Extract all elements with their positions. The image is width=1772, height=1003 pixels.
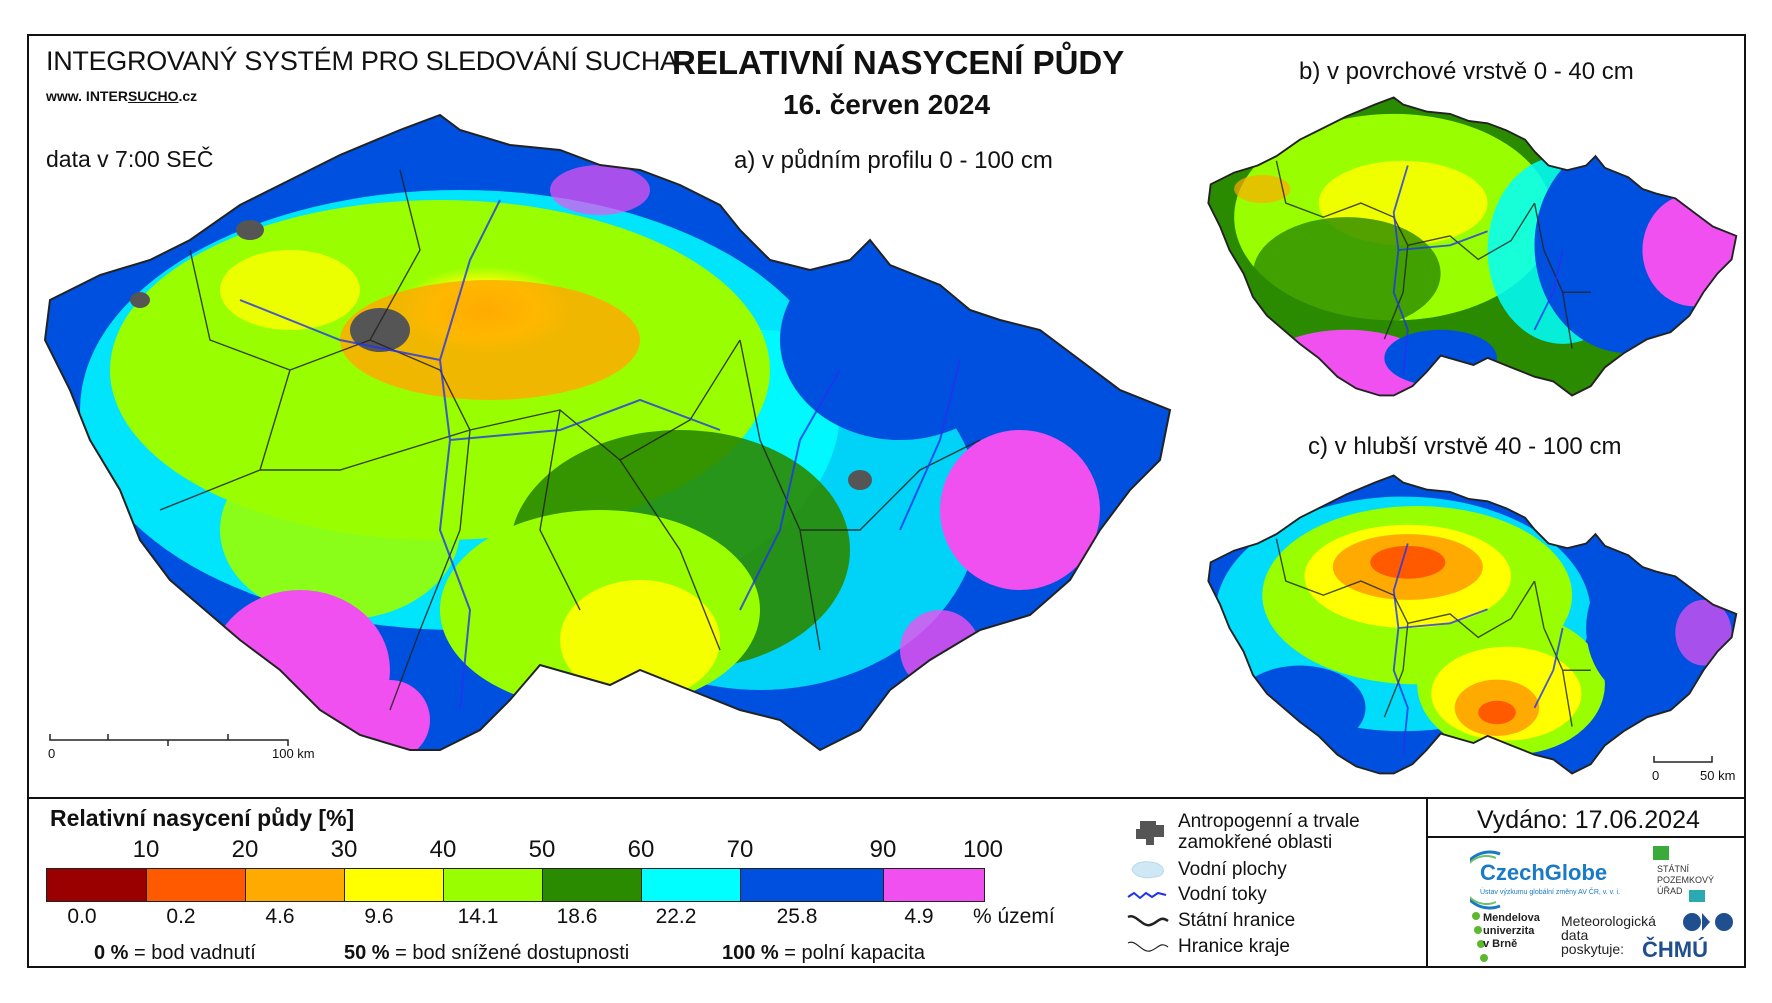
tick-label: 20 bbox=[231, 836, 259, 863]
anthropogenic-area-icon bbox=[1136, 821, 1164, 845]
area-unit: % území bbox=[973, 905, 1055, 928]
footer-separator bbox=[1426, 797, 1428, 968]
area-pct-label: 4.9 bbox=[904, 905, 934, 928]
map-a-profile-0-100 bbox=[43, 113, 1172, 752]
map-date: 16. červen 2024 bbox=[783, 89, 991, 120]
map-b-surface-0-40 bbox=[1207, 96, 1738, 397]
symbol-anthropogenic: Antropogenní a trvale zamokřené oblasti bbox=[1126, 811, 1378, 853]
scale-a-end: 100 km bbox=[272, 746, 315, 761]
note-wilting-point: 0 % = bod vadnutí bbox=[94, 942, 256, 964]
system-title: INTEGROVANÝ SYSTÉM PRO SLEDOVÁNÍ SUCHA bbox=[46, 46, 678, 76]
meteo-data-provider: Meteorologická data poskytuje: bbox=[1561, 913, 1656, 957]
state-border-line-icon bbox=[1127, 914, 1169, 926]
symbol-rivers: Vodní toky bbox=[1126, 884, 1267, 905]
scale-c-end: 50 km bbox=[1700, 768, 1736, 783]
website-url[interactable]: www. INTERSUCHO.cz bbox=[46, 88, 198, 104]
czechglobe-name: CzechGlobe bbox=[1480, 860, 1608, 885]
issued-date: Vydáno: 17.06.2024 bbox=[1477, 806, 1700, 834]
spu-logo-icon bbox=[1653, 846, 1705, 902]
class-swatch-2 bbox=[246, 869, 345, 901]
class-swatch-8 bbox=[884, 869, 984, 901]
legend-title: Relativní nasycení půdy [%] bbox=[50, 805, 355, 831]
area-pct-label: 14.1 bbox=[457, 905, 499, 928]
river-line-icon bbox=[1127, 891, 1167, 899]
data-time: data v 7:00 SEČ bbox=[46, 146, 214, 172]
czechglobe-subtitle: Ústav výzkumu globální změny AV ČR, v. v… bbox=[1480, 889, 1621, 896]
class-swatch-7 bbox=[741, 869, 884, 901]
spu-name: STÁTNÍ POZEMKOVÝ ÚŘAD bbox=[1657, 864, 1715, 896]
main-title: RELATIVNÍ NASYCENÍ PŮDY bbox=[672, 44, 1125, 81]
area-pct-label: 18.6 bbox=[556, 905, 598, 928]
area-pct-label: 22.2 bbox=[655, 905, 697, 928]
scale-bar-a bbox=[49, 734, 289, 746]
class-swatch-4 bbox=[444, 869, 543, 901]
tick-label: 90 bbox=[869, 836, 897, 863]
tick-label: 50 bbox=[528, 836, 556, 863]
note-reduced-availability: 50 % = bod snížené dostupnosti bbox=[344, 942, 630, 964]
map-c-label: c) v hlubší vrstvě 40 - 100 cm bbox=[1308, 433, 1622, 460]
class-swatch-1 bbox=[147, 869, 246, 901]
mendelu-name: Mendelova univerzita v Brně bbox=[1483, 912, 1540, 950]
area-pct-label: 0.2 bbox=[166, 905, 196, 928]
class-swatch-0 bbox=[47, 869, 147, 901]
scale-c-zero: 0 bbox=[1652, 768, 1660, 783]
class-swatch-6 bbox=[642, 869, 741, 901]
class-swatch-5 bbox=[543, 869, 642, 901]
color-scale-bar bbox=[46, 868, 985, 902]
tick-label: 10 bbox=[132, 836, 160, 863]
issued-separator bbox=[1428, 836, 1746, 838]
tick-label: 70 bbox=[726, 836, 754, 863]
note-field-capacity: 100 % = polní kapacita bbox=[722, 942, 925, 964]
area-pct-label: 4.6 bbox=[265, 905, 295, 928]
chmu-name: ČHMÚ bbox=[1642, 937, 1708, 962]
area-pct-label: 0.0 bbox=[67, 905, 97, 928]
symbol-state-border: Státní hranice bbox=[1126, 910, 1295, 931]
legend-divider bbox=[27, 797, 1746, 799]
tick-label: 40 bbox=[429, 836, 457, 863]
area-pct-label: 9.6 bbox=[364, 905, 394, 928]
tick-label: 60 bbox=[627, 836, 655, 863]
region-border-line-icon bbox=[1127, 941, 1169, 952]
czechglobe-logo-icon bbox=[1470, 850, 1501, 910]
tick-label: 30 bbox=[330, 836, 358, 863]
scale-a-zero: 0 bbox=[48, 746, 56, 761]
map-a-label: a) v půdním profilu 0 - 100 cm bbox=[734, 147, 1053, 174]
map-b-label: b) v povrchové vrstvě 0 - 40 cm bbox=[1299, 58, 1634, 85]
map-c-deep-40-100 bbox=[1207, 474, 1738, 775]
area-pct-label: 25.8 bbox=[776, 905, 818, 928]
symbol-water-bodies: Vodní plochy bbox=[1126, 857, 1287, 881]
class-swatch-3 bbox=[345, 869, 444, 901]
symbol-region-border: Hranice kraje bbox=[1126, 936, 1290, 957]
water-body-icon bbox=[1131, 861, 1164, 879]
tick-label: 100 bbox=[962, 836, 1004, 863]
chmu-logo-icon bbox=[1683, 913, 1733, 931]
mendelu-dots-icon bbox=[1472, 912, 1488, 962]
scale-bar-c bbox=[1653, 756, 1713, 763]
